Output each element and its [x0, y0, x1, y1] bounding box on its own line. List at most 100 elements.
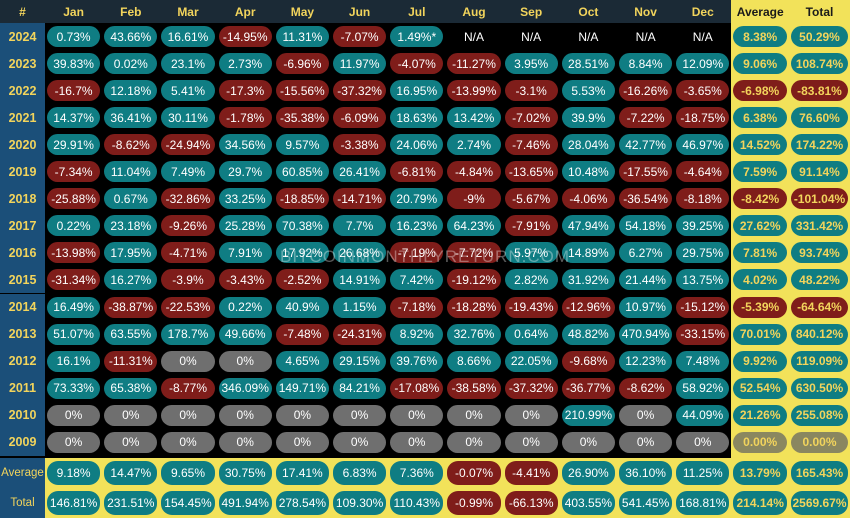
return-cell: -7.18%	[390, 296, 444, 318]
return-cell: 0%	[333, 404, 387, 426]
return-cell: 0%	[390, 431, 444, 453]
return-cell: -7.34%	[47, 161, 101, 183]
footer-total-cell: 278.54%	[275, 490, 329, 515]
return-cell: 23.1%	[161, 53, 215, 75]
return-cell: 4.65%	[275, 350, 329, 372]
return-cell: 0%	[619, 404, 673, 426]
year-label: 2020	[0, 131, 45, 159]
return-cell: -7.02%	[504, 107, 558, 129]
return-cell: 31.92%	[561, 269, 615, 291]
row-total: 255.08%	[791, 404, 848, 426]
return-cell: 3.95%	[504, 53, 558, 75]
return-cell: 0%	[561, 431, 615, 453]
return-cell: 8.66%	[447, 350, 501, 372]
na-cell: N/A	[521, 29, 542, 44]
return-cell: 43.66%	[104, 26, 158, 48]
return-cell: 23.18%	[104, 215, 158, 237]
header-month: Jan	[45, 0, 103, 23]
footer-average-cell: 26.90%	[561, 460, 615, 485]
footer-total-cell: 231.51%	[104, 490, 158, 515]
return-cell: 11.31%	[275, 26, 329, 48]
header-total: Total	[789, 0, 850, 23]
na-cell: N/A	[635, 29, 656, 44]
footer-label-average: Average	[0, 457, 45, 488]
return-cell: -25.88%	[47, 188, 101, 210]
return-cell: -13.98%	[47, 242, 101, 264]
year-label: 2012	[0, 347, 45, 375]
footer-average-cell: -4.41%	[504, 460, 558, 485]
return-cell: -17.08%	[390, 377, 444, 399]
row-average: 52.54%	[733, 377, 787, 399]
return-cell: -1.78%	[218, 107, 272, 129]
row-average: 70.01%	[733, 323, 787, 345]
return-cell: 0%	[447, 431, 501, 453]
footer-total-cell: -0.99%	[447, 490, 501, 515]
return-cell: -6.09%	[333, 107, 387, 129]
return-cell: 5.53%	[561, 80, 615, 102]
return-cell: 178.7%	[161, 323, 215, 345]
footer-average-cell: 30.75%	[218, 460, 272, 485]
return-cell: 0%	[104, 404, 158, 426]
return-cell: 6.27%	[619, 242, 673, 264]
return-cell: -2.52%	[275, 269, 329, 291]
footer-average-cell: 17.41%	[275, 460, 329, 485]
return-cell: 0%	[47, 404, 101, 426]
footer-total-cell: 110.43%	[390, 490, 444, 515]
return-cell: -9.68%	[561, 350, 615, 372]
return-cell: -18.75%	[676, 107, 730, 129]
return-cell: -3.38%	[333, 134, 387, 156]
return-cell: -4.84%	[447, 161, 501, 183]
return-cell: 40.9%	[275, 296, 329, 318]
return-cell: -38.58%	[447, 377, 501, 399]
return-cell: -7.48%	[275, 323, 329, 345]
footer-total-total: 2569.67%	[791, 490, 848, 515]
return-cell: -24.94%	[161, 134, 215, 156]
return-cell: -4.64%	[676, 161, 730, 183]
return-cell: 470.94%	[619, 323, 673, 345]
return-cell: 29.75%	[676, 242, 730, 264]
return-cell: -18.28%	[447, 296, 501, 318]
row-average: -6.98%	[733, 80, 787, 102]
return-cell: 0%	[104, 431, 158, 453]
header-month: Oct	[559, 0, 617, 23]
return-cell: 0%	[333, 431, 387, 453]
row-total: 174.22%	[791, 134, 848, 156]
footer-total-cell: 109.30%	[333, 490, 387, 515]
row-average: 21.26%	[733, 404, 787, 426]
return-cell: -36.54%	[619, 188, 673, 210]
header-month: Aug	[445, 0, 503, 23]
header-month: Apr	[216, 0, 274, 23]
return-cell: 20.79%	[390, 188, 444, 210]
return-cell: -12.96%	[561, 296, 615, 318]
year-label: 2010	[0, 401, 45, 429]
return-cell: 84.21%	[333, 377, 387, 399]
return-cell: -24.31%	[333, 323, 387, 345]
year-label: 2018	[0, 185, 45, 213]
row-average: 14.52%	[733, 134, 787, 156]
return-cell: 46.97%	[676, 134, 730, 156]
return-cell: 14.89%	[561, 242, 615, 264]
return-cell: 0%	[275, 404, 329, 426]
return-cell: 149.71%	[275, 377, 329, 399]
return-cell: 0.02%	[104, 53, 158, 75]
header-corner: #	[0, 0, 45, 23]
return-cell: 0%	[504, 404, 558, 426]
return-cell: -4.71%	[161, 242, 215, 264]
return-cell: 44.09%	[676, 404, 730, 426]
return-cell: 26.68%	[333, 242, 387, 264]
row-total: 50.29%	[791, 26, 848, 48]
return-cell: 2.82%	[504, 269, 558, 291]
return-cell: 346.09%	[218, 377, 272, 399]
return-cell: -8.77%	[161, 377, 215, 399]
return-cell: 10.48%	[561, 161, 615, 183]
return-cell: -3.1%	[504, 80, 558, 102]
return-cell: -9.26%	[161, 215, 215, 237]
return-cell: 28.51%	[561, 53, 615, 75]
return-cell: -22.53%	[161, 296, 215, 318]
year-label: 2015	[0, 266, 45, 294]
return-cell: 25.28%	[218, 215, 272, 237]
return-cell: 16.61%	[161, 26, 215, 48]
return-cell: -7.07%	[333, 26, 387, 48]
footer-label-total: Total	[0, 487, 45, 518]
return-cell: 54.18%	[619, 215, 673, 237]
